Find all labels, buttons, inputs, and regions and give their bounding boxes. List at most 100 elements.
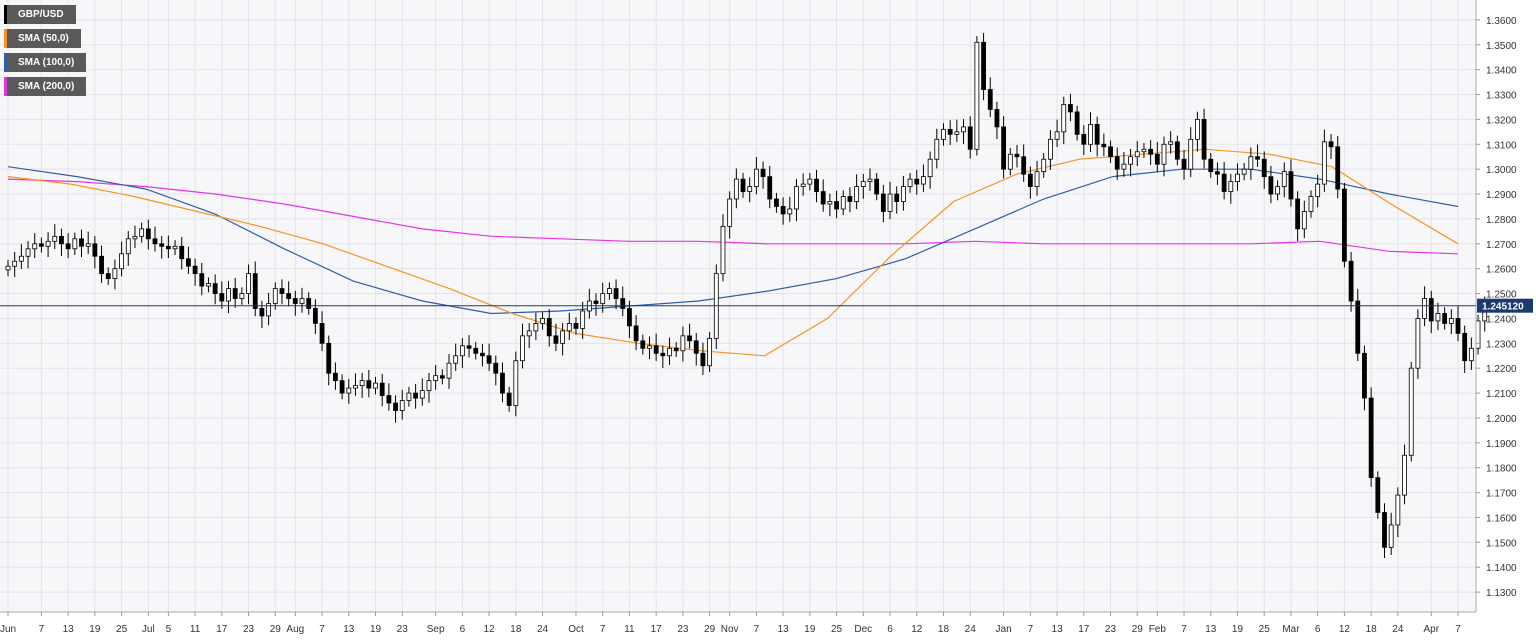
candle-body-up [974,41,980,150]
candle [687,323,692,349]
candle [152,226,158,252]
candle-body-up [753,168,759,187]
candle [653,333,659,361]
candle [934,128,940,169]
legend-item-sma-200[interactable]: SMA (200,0) [4,77,86,96]
candle [1415,309,1421,379]
candle [927,151,933,189]
candle-body-up [1448,318,1454,324]
candle [186,246,191,274]
candle [560,323,566,356]
x-tick-label: 25 [1259,624,1271,635]
candle [546,309,552,347]
legend: GBP/USD SMA (50,0) SMA (100,0) SMA (200,… [4,5,86,101]
candle [1388,512,1394,556]
candle [119,241,124,277]
candle [887,181,893,220]
legend-item-gbpusd[interactable]: GBP/USD [4,5,76,24]
x-tick-label: 19 [804,624,816,635]
candle [1094,116,1100,157]
candle-body-up [1047,138,1053,160]
candle [1074,105,1080,141]
legend-item-sma-100[interactable]: SMA (100,0) [4,53,86,72]
candle [339,374,345,400]
candle-body-down [165,245,171,250]
candle-body-up [580,310,586,329]
candle [92,236,98,269]
candle [393,395,398,423]
candle-body-down [1221,173,1227,192]
x-tick-label: 19 [1232,624,1244,635]
candle-body-down [633,325,639,342]
y-tick-label: 1.3100 [1486,140,1517,151]
candle [1241,162,1247,181]
candle-body-down [1255,156,1260,160]
y-tick-label: 1.2000 [1486,414,1517,425]
candle [1128,149,1133,177]
x-tick-label: 23 [1105,624,1117,635]
sma-100-line [7,166,1459,315]
candle-body-up [1195,119,1200,140]
candle [1208,153,1214,178]
candle-body-down [292,298,298,304]
candle [1308,190,1314,218]
candle [286,281,292,307]
x-tick-label: 13 [1205,624,1217,635]
candle [353,373,358,396]
legend-label-gbpusd: GBP/USD [18,9,64,20]
candle [526,323,532,349]
candle [1275,180,1280,201]
candle-body-down [967,126,973,150]
candle-body-down [99,255,104,275]
candle [206,277,211,293]
candle-body-down [145,228,151,240]
candle [987,77,993,118]
candle-body-up [1275,186,1280,195]
candle-body-up [1034,171,1040,187]
x-tick-label: 18 [510,624,522,635]
x-tick-label: 24 [537,624,549,635]
sma-lines [7,148,1459,357]
candle [453,343,459,371]
x-tick-label: Jan [996,624,1012,635]
candle-body-down [640,340,646,349]
candle [1054,119,1060,148]
candle [660,345,666,368]
candle-body-down [1375,477,1381,513]
candle-body-down [1108,146,1113,158]
candle-body-up [12,260,18,267]
candle [1148,140,1154,165]
candle [1261,151,1267,189]
candle [894,186,900,214]
candle-body-up [1315,183,1321,197]
candle-body-down [987,89,993,110]
candle [680,326,686,362]
candle-body-up [520,335,525,362]
candle [774,192,779,213]
x-tick-label: 12 [911,624,923,635]
candle-body-down [1335,146,1341,190]
candle [439,369,445,385]
candle [486,343,492,371]
candle-body-down [65,243,71,250]
candle [232,277,238,308]
legend-item-sma-50[interactable]: SMA (50,0) [4,29,81,48]
candle-body-up [1402,454,1407,496]
candle [673,342,679,357]
candle [794,178,799,222]
candle-body-down [1268,176,1274,195]
candle-body-up [961,126,966,133]
candle-body-down [553,335,559,344]
x-tick-label: 12 [1339,624,1351,635]
candle-body-up [560,330,566,344]
candle-body-down [1328,141,1334,148]
candle [827,193,833,217]
legend-label-sma-200: SMA (200,0) [18,81,75,92]
x-tick-label: 29 [704,624,716,635]
candle-body-down [767,176,773,200]
candle-body-down [1342,188,1347,262]
candle [580,301,586,340]
candle-body-down [212,283,218,294]
y-tick-label: 1.1500 [1486,538,1517,549]
